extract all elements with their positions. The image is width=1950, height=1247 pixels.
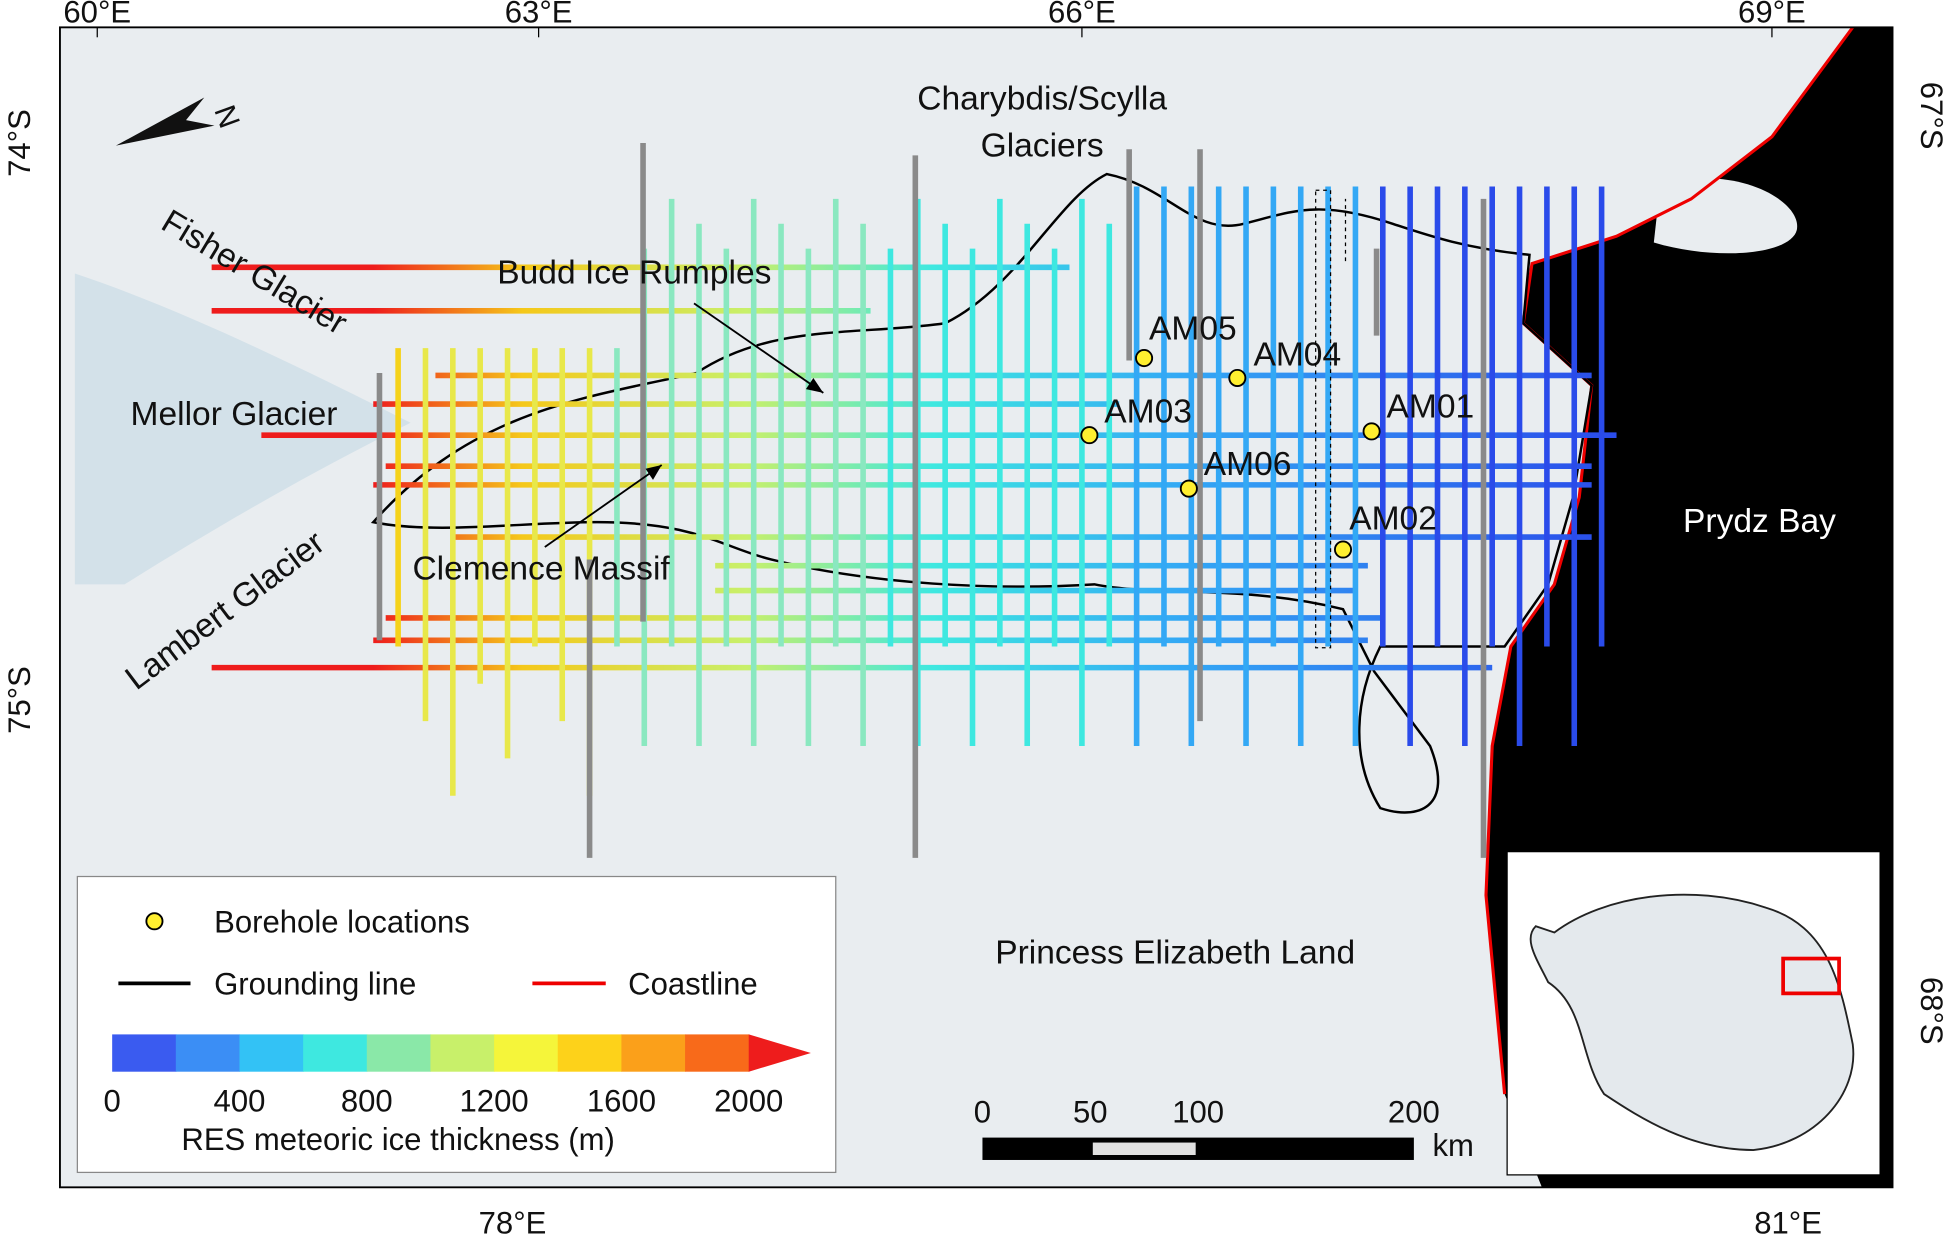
- colorbar-tick-label: 1200: [460, 1083, 529, 1118]
- borehole-label: AM02: [1349, 501, 1437, 538]
- place-label: Princess Elizabeth Land: [995, 935, 1355, 972]
- borehole-label: AM05: [1149, 310, 1237, 347]
- borehole-marker: [1135, 349, 1154, 368]
- place-label: Glaciers: [981, 128, 1104, 165]
- graticule-label: 60°E: [63, 0, 131, 29]
- colorbar-swatch: [557, 1034, 623, 1072]
- colorbar-swatch: [175, 1034, 241, 1072]
- legend-label: Coastline: [628, 967, 758, 1002]
- colorbar-tick-label: 2000: [714, 1083, 783, 1118]
- map-body: AM05 AM04 AM03 AM01 AM06 AM02 Charybdis/…: [59, 27, 1893, 1188]
- borehole-marker: [1362, 422, 1381, 441]
- colorbar-swatch: [239, 1034, 304, 1072]
- colorbar-swatch: [685, 1034, 750, 1072]
- graticule-label: 75°S: [2, 666, 37, 734]
- glacier-shade: [74, 273, 411, 585]
- colorbar-tick-label: 1600: [587, 1083, 656, 1118]
- colorbar-swatch: [112, 1034, 177, 1072]
- colorbar-tick-label: 0: [104, 1083, 121, 1118]
- scale-bar-label: 200: [1388, 1095, 1440, 1130]
- place-label: Clemence Massif: [412, 550, 670, 587]
- scale-bar-label: 0: [974, 1095, 991, 1130]
- arrow-head: [805, 377, 824, 393]
- graticule-label: 63°E: [505, 0, 573, 29]
- pointer-arrow: [544, 464, 663, 548]
- borehole-label: AM03: [1104, 394, 1192, 431]
- legend-label: Grounding line: [214, 967, 416, 1002]
- profile-box: [1315, 189, 1332, 649]
- scale-bar-segment: [984, 1142, 1088, 1155]
- arrow-head: [645, 464, 662, 480]
- borehole-label: AM01: [1387, 389, 1475, 426]
- scale-bar-segment: [1200, 1142, 1412, 1155]
- scale-bar-label: 100: [1172, 1095, 1224, 1130]
- place-label: Budd Ice Rumples: [497, 254, 771, 291]
- colorbar-tick-label: 400: [214, 1083, 266, 1118]
- place-label: Mellor Glacier: [131, 396, 338, 433]
- legend-marker: [145, 912, 164, 931]
- colorbar-swatch: [430, 1034, 495, 1072]
- pointer-arrow: [693, 302, 824, 394]
- scale-bar-label: 50: [1073, 1095, 1108, 1130]
- graticule-label: 74°S: [2, 109, 37, 177]
- colorbar-swatch: [494, 1034, 559, 1072]
- colorbar-title: RES meteoric ice thickness (m): [181, 1122, 614, 1157]
- graticule-label: 78°E: [479, 1205, 547, 1240]
- graticule-label: 81°E: [1754, 1205, 1822, 1240]
- colorbar: 0 400 800 1200 1600 2000: [104, 1034, 811, 1118]
- colorbar-tick-label: 800: [341, 1083, 393, 1118]
- colorbar-swatch: [621, 1034, 686, 1072]
- borehole-marker: [1179, 479, 1198, 498]
- borehole-label: AM06: [1204, 446, 1292, 483]
- map-frame: [59, 26, 1894, 1189]
- colorbar-swatch: [366, 1034, 432, 1072]
- scale-bar-segment: [1092, 1142, 1196, 1155]
- borehole-label: AM04: [1253, 337, 1341, 374]
- north-arrow-shape: [115, 97, 215, 146]
- colorbar-swatch: [303, 1034, 368, 1072]
- graticule-label: 66°E: [1048, 0, 1116, 29]
- place-label: Charybdis/Scylla: [917, 80, 1167, 117]
- scale-bar: 0 50 100 200: [974, 1095, 1440, 1160]
- graticule-label: 68°S: [1914, 977, 1949, 1045]
- borehole-marker: [1333, 540, 1353, 559]
- scale-unit: km: [1433, 1128, 1474, 1163]
- colorbar-arrow: [748, 1034, 811, 1072]
- ice-tongue: [1653, 178, 1798, 254]
- graticule-label: 69°E: [1738, 0, 1806, 29]
- place-label: Prydz Bay: [1683, 503, 1836, 540]
- graticule-label: 67°S: [1914, 82, 1949, 150]
- borehole-marker: [1228, 368, 1247, 387]
- legend-box: [76, 875, 837, 1174]
- legend-label: Borehole locations: [214, 904, 470, 939]
- antarctica: [1529, 893, 1855, 1151]
- borehole-marker: [1080, 426, 1099, 445]
- inset-extent: [1781, 956, 1841, 996]
- survey-lines: [211, 142, 1617, 858]
